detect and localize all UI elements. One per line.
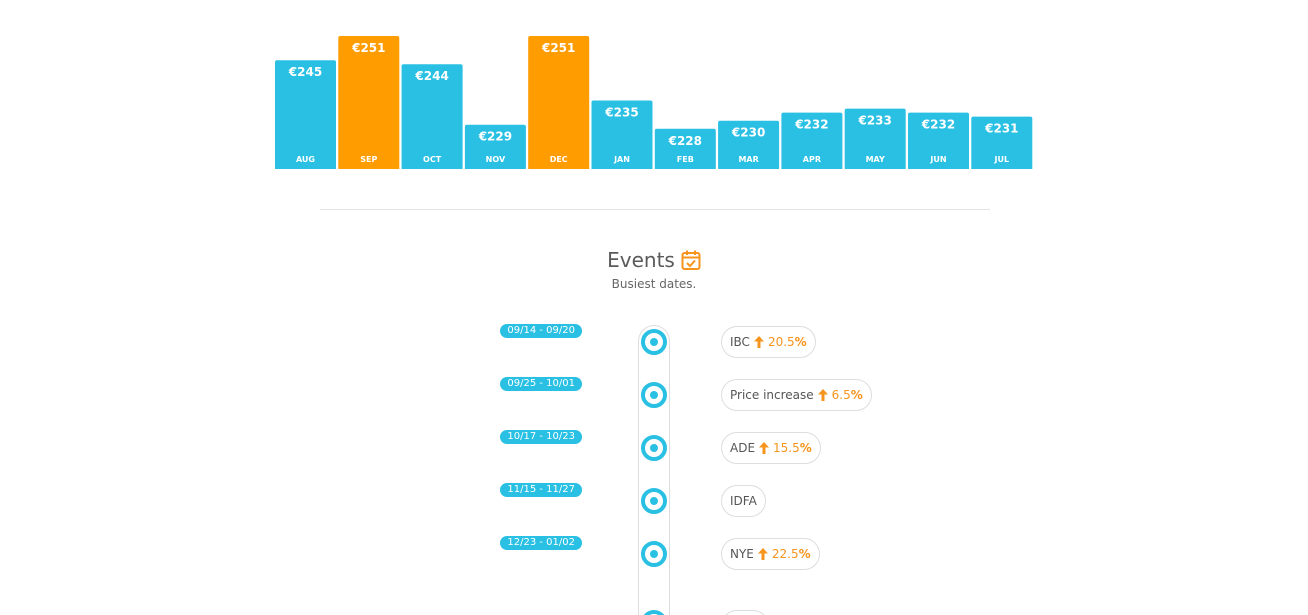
bar-jul[interactable]: [971, 116, 1033, 169]
bar-sep[interactable]: [338, 36, 400, 169]
event-name: IBC: [730, 335, 750, 349]
event-pill[interactable]: ADE 15.5 %: [721, 432, 821, 464]
section-divider: [320, 209, 990, 210]
event-percent-sign: %: [798, 547, 811, 561]
timeline-dot[interactable]: [641, 382, 667, 408]
bar-value-label: €233: [857, 114, 891, 128]
timeline-track: [638, 325, 670, 615]
event-pill[interactable]: Price increase 6.5 %: [721, 379, 872, 411]
bar-month-label: JAN: [613, 155, 630, 164]
event-name: IDFA: [730, 494, 757, 508]
bar-aug[interactable]: [275, 60, 336, 170]
arrow-up-icon: [817, 389, 828, 401]
timeline-dot[interactable]: [641, 488, 667, 514]
event-change-value: 22.5: [771, 547, 799, 561]
monthly-price-bar-chart: €245 AUG €251 SEP €244 OCT €229 NOV €251 DEC €235 J…: [275, 36, 1033, 170]
arrow-up-icon: [757, 548, 768, 560]
event-pill[interactable]: NYE 22.5 %: [721, 538, 820, 570]
bar-month-label: OCT: [423, 155, 442, 164]
event-change-value: 15.5: [773, 441, 800, 455]
timeline-dot[interactable]: [641, 435, 667, 461]
calendar-check-icon: [681, 249, 701, 271]
bar-value-label: €229: [478, 130, 512, 144]
bar-month-label: FEB: [677, 155, 694, 164]
event-pill[interactable]: [721, 610, 769, 615]
bar-may[interactable]: [844, 108, 906, 169]
bar-value-label: €251: [541, 41, 575, 55]
bar-dec[interactable]: [528, 36, 590, 169]
bar-feb[interactable]: [654, 128, 716, 169]
event-date-badge: 10/17 - 10/23: [500, 430, 582, 444]
bar-month-label: MAR: [738, 155, 758, 164]
event-change-value: 20.5: [767, 335, 795, 349]
bar-month-label: MAY: [866, 155, 885, 164]
event-row: 10/17 - 10/23 ADE 15.5 %: [0, 430, 1308, 467]
bar-value-label: €251: [351, 41, 385, 55]
event-percent-sign: %: [794, 335, 807, 349]
events-header: Events: [0, 248, 1308, 272]
bar-month-label: DEC: [550, 155, 568, 164]
bar-value-label: €235: [604, 106, 638, 120]
bar-month-label: AUG: [296, 155, 315, 164]
event-row: 11/15 - 11/27 IDFA: [0, 483, 1308, 520]
events-title: Events: [607, 248, 675, 272]
bar-value-label: €231: [984, 122, 1018, 136]
bar-apr[interactable]: [781, 112, 843, 169]
event-percent-sign: %: [850, 388, 863, 402]
bar-month-label: SEP: [360, 155, 377, 164]
event-date-badge: 12/23 - 01/02: [500, 536, 582, 550]
timeline-dot[interactable]: [641, 541, 667, 567]
event-name: NYE: [730, 547, 754, 561]
event-change-value: 6.5: [831, 388, 851, 402]
bar-jun[interactable]: [908, 112, 969, 169]
bar-value-label: €245: [288, 65, 322, 79]
event-date-badge: 09/25 - 10/01: [500, 377, 582, 391]
events-subtitle: Busiest dates.: [611, 277, 697, 291]
bar-mar[interactable]: [718, 120, 780, 169]
event-name: Price increase: [730, 388, 814, 402]
bar-jan[interactable]: [591, 100, 653, 169]
event-row: 09/14 - 09/20 IBC 20.5 %: [0, 324, 1308, 361]
arrow-up-icon: [753, 336, 764, 348]
event-row: 09/25 - 10/01 Price increase 6.5 %: [0, 377, 1308, 414]
event-pill[interactable]: IBC 20.5 %: [721, 326, 816, 358]
bar-value-label: €232: [794, 118, 828, 132]
bar-month-label: JUL: [994, 155, 1010, 164]
arrow-up-icon: [759, 442, 770, 454]
bar-value-label: €244: [414, 69, 448, 83]
bar-month-label: NOV: [486, 155, 506, 164]
bar-month-label: JUN: [929, 155, 946, 164]
timeline-dot[interactable]: [641, 329, 667, 355]
event-percent-sign: %: [799, 441, 812, 455]
event-pill[interactable]: IDFA: [721, 485, 766, 517]
event-row: 12/23 - 01/02 NYE 22.5 %: [0, 536, 1308, 573]
bar-value-label: €228: [668, 134, 702, 148]
bar-oct[interactable]: [401, 64, 463, 169]
bar-value-label: €232: [921, 118, 955, 132]
bar-nov[interactable]: [464, 124, 526, 169]
bar-value-label: €230: [731, 126, 765, 140]
event-date-badge: 11/15 - 11/27: [500, 483, 582, 497]
event-date-badge: 09/14 - 09/20: [500, 324, 582, 338]
bar-month-label: APR: [803, 155, 821, 164]
event-name: ADE: [730, 441, 756, 455]
